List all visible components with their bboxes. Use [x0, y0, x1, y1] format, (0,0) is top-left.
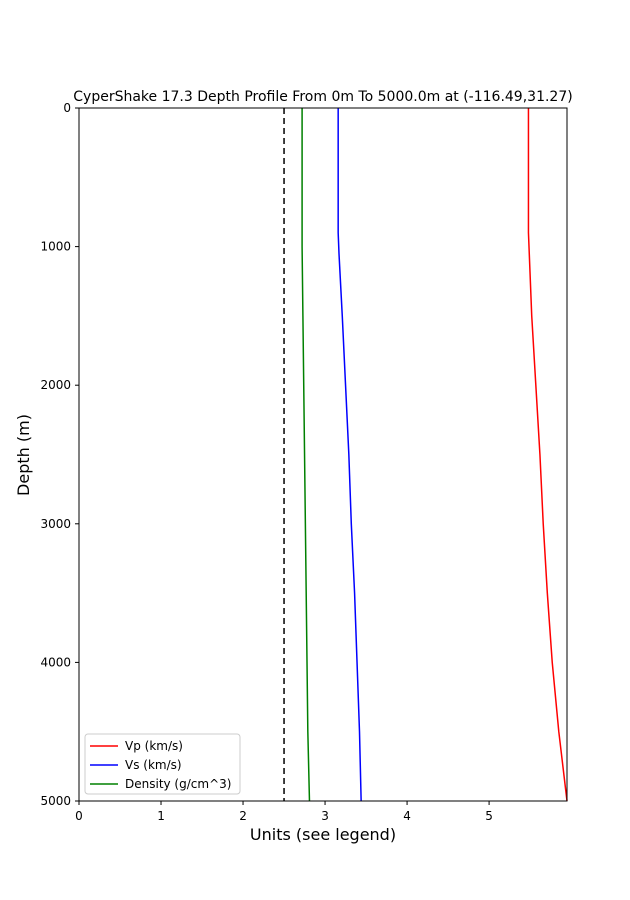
y-tick-label: 1000: [40, 240, 71, 254]
legend-label: Vp (km/s): [125, 739, 183, 753]
plot-frame: [78, 107, 568, 802]
x-axis-title: Units (see legend): [250, 825, 396, 844]
legend-box: [84, 733, 241, 795]
legend: Vp (km/s) Vs (km/s) Density (g/cm^3): [84, 733, 241, 795]
y-axis-title: Depth (m): [14, 414, 33, 496]
x-tick-label: 3: [321, 809, 329, 823]
y-tick-label: 2000: [40, 378, 71, 392]
series-line-2: [301, 108, 311, 802]
plot-area: 0 1 2 3 4 5 0 1000 2000 3000 4000 5000: [40, 101, 568, 823]
chart-title: CyperShake 17.3 Depth Profile From 0m To…: [73, 89, 572, 105]
series-line-0: [527, 108, 568, 802]
series-line-1: [337, 108, 362, 802]
legend-label: Density (g/cm^3): [125, 777, 231, 791]
y-tick-label: 3000: [40, 517, 71, 531]
y-tick-label: 5000: [40, 794, 71, 808]
x-tick-label: 0: [75, 809, 83, 823]
y-tick-label: 0: [63, 101, 71, 115]
legend-label: Vs (km/s): [125, 758, 182, 772]
x-tick-label: 5: [485, 809, 493, 823]
x-tick-label: 2: [239, 809, 247, 823]
y-tick-label: 4000: [40, 655, 71, 669]
x-tick-label: 1: [157, 809, 165, 823]
x-tick-label: 4: [403, 809, 411, 823]
